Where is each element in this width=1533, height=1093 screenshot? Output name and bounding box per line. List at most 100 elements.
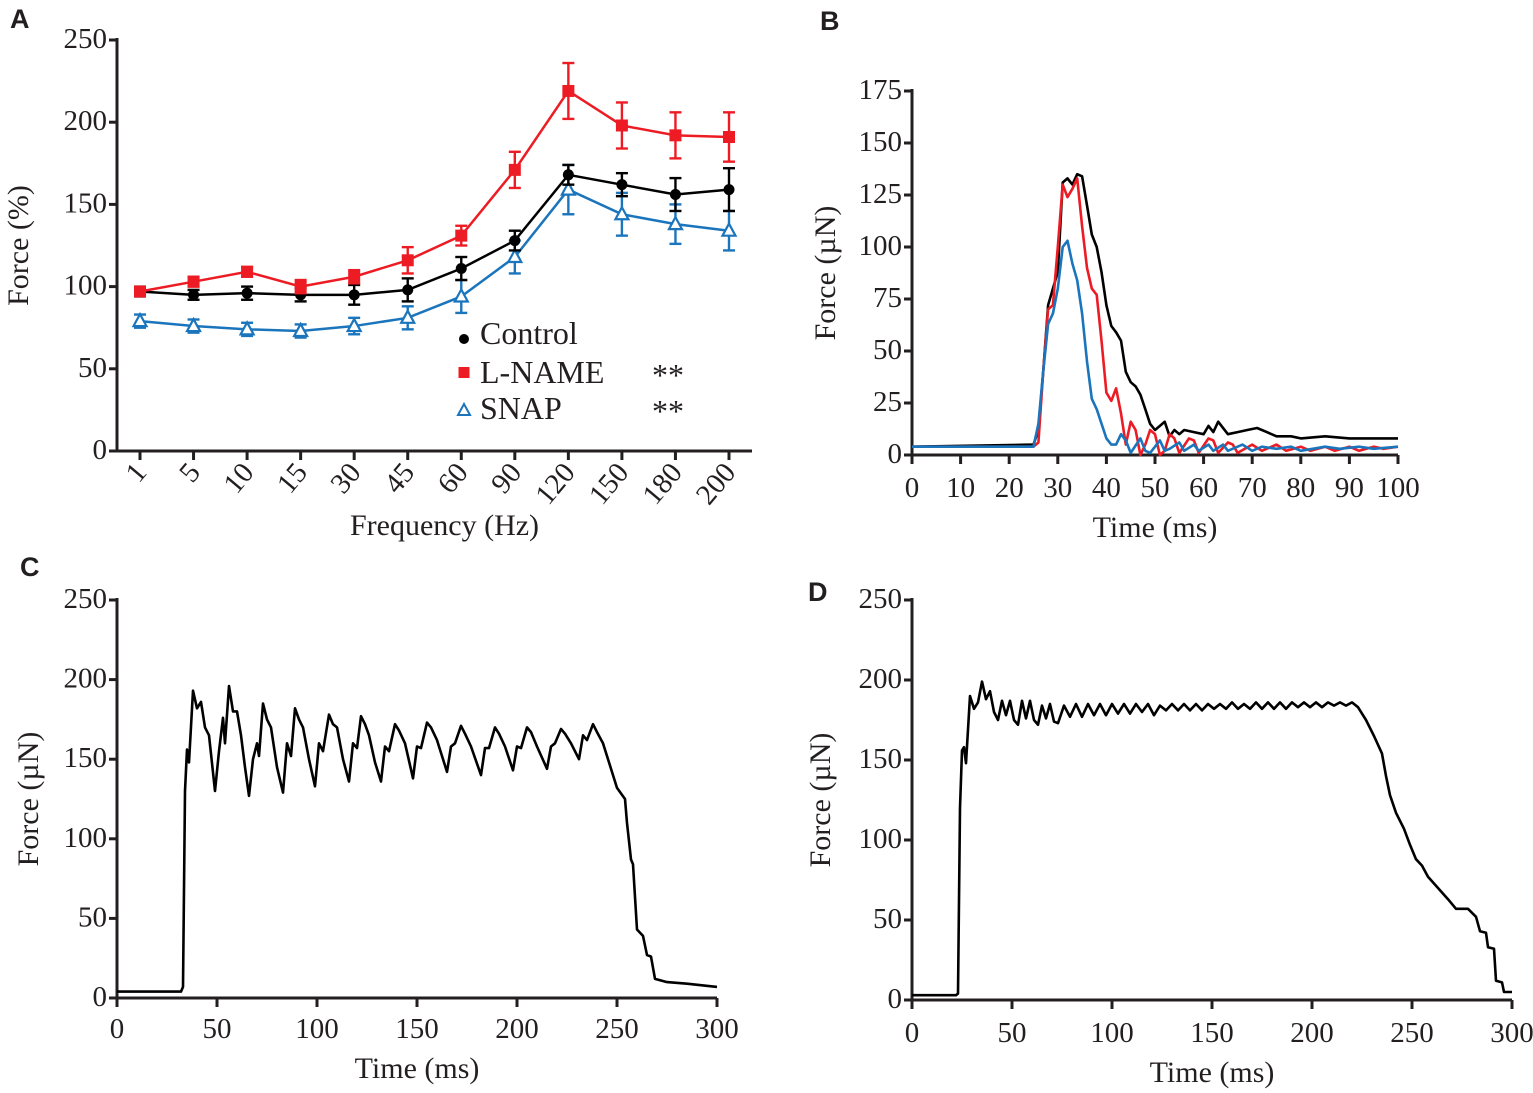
x-tick-label: 70 xyxy=(1238,472,1267,504)
x-tick-label: 250 xyxy=(595,1013,639,1045)
series-snap xyxy=(131,163,738,339)
x-tick-label: 10 xyxy=(217,457,260,500)
data-point xyxy=(720,221,738,237)
y-tick-label: 175 xyxy=(859,74,903,106)
y-tick-label: 200 xyxy=(64,105,108,137)
x-tick-label: 250 xyxy=(1390,1017,1434,1049)
y-axis-title: Force (µN) xyxy=(12,732,45,867)
trace-trace xyxy=(117,684,718,993)
y-tick-label: 50 xyxy=(78,352,107,384)
data-point xyxy=(723,130,735,143)
data-point xyxy=(131,311,149,328)
x-tick-label: 200 xyxy=(1290,1017,1334,1049)
series-line xyxy=(139,89,730,293)
x-tick-label: 180 xyxy=(636,457,688,511)
x-tick-label: 30 xyxy=(324,457,367,500)
data-point xyxy=(560,180,577,196)
y-tick-label: 100 xyxy=(859,823,903,855)
panel-letter: D xyxy=(808,577,828,607)
x-tick-label: 90 xyxy=(485,457,528,500)
y-tick-label: 150 xyxy=(64,187,108,219)
data-point xyxy=(187,275,200,288)
panel-d: D 0 50 100 150 200 250 Force (µN) Time (ms) 0 50 10… xyxy=(804,577,1533,1089)
significance-mark: ** xyxy=(652,357,684,393)
x-tick-label: 90 xyxy=(1335,472,1364,504)
legend-marker-circle xyxy=(459,334,469,344)
legend-marker-triangle xyxy=(456,401,472,416)
x-tick-label: 15 xyxy=(271,457,314,500)
x-axis-title: Time (ms) xyxy=(1150,1056,1275,1089)
data-point xyxy=(669,189,681,201)
x-tick-label: 60 xyxy=(431,457,474,500)
data-point xyxy=(348,270,361,283)
trace-trace xyxy=(912,680,1512,997)
y-tick-label: 50 xyxy=(873,334,902,366)
data-point xyxy=(455,229,468,242)
legend-label: L-NAME xyxy=(480,354,604,390)
y-tick-label: 150 xyxy=(64,742,108,774)
x-tick-label: 50 xyxy=(1141,472,1170,504)
y-tick-label: 200 xyxy=(859,663,903,695)
x-tick-label: 80 xyxy=(1286,472,1315,504)
x-tick-label: 100 xyxy=(295,1013,339,1045)
x-tick-label: 150 xyxy=(1190,1017,1234,1049)
data-point xyxy=(241,287,253,299)
x-tick-label: 45 xyxy=(378,457,421,500)
y-tick-label: 100 xyxy=(64,270,108,302)
data-point xyxy=(238,320,256,336)
y-tick-label: 150 xyxy=(859,743,903,775)
data-point xyxy=(241,265,254,278)
y-tick-label: 250 xyxy=(64,583,108,615)
panel-letter: B xyxy=(820,6,840,36)
x-tick-label: 20 xyxy=(995,472,1024,504)
y-axis-title: Force (µN) xyxy=(809,206,842,341)
x-tick-label: 150 xyxy=(583,457,635,511)
panel-letter: A xyxy=(10,4,30,34)
y-tick-label: 150 xyxy=(859,126,903,158)
legend-item: L-NAME ** xyxy=(458,354,684,393)
data-point xyxy=(455,263,467,275)
trace-snap xyxy=(912,239,1399,455)
data-point xyxy=(292,321,309,338)
series-line xyxy=(139,188,730,333)
x-tick-label: 50 xyxy=(203,1013,232,1045)
series-control xyxy=(134,163,735,306)
x-tick-label: 100 xyxy=(1090,1017,1134,1049)
y-tick-label: 50 xyxy=(873,903,902,935)
x-tick-label: 300 xyxy=(695,1013,739,1045)
data-point xyxy=(613,204,631,221)
data-point xyxy=(294,280,307,293)
data-point xyxy=(509,235,521,247)
data-point xyxy=(348,289,360,301)
data-point xyxy=(562,84,575,97)
data-point xyxy=(134,285,146,298)
data-point xyxy=(452,287,470,303)
y-tick-label: 100 xyxy=(859,230,903,262)
data-point xyxy=(616,179,628,191)
series-line xyxy=(139,173,730,297)
x-axis-title: Time (ms) xyxy=(1093,511,1218,544)
x-tick-label: 200 xyxy=(690,457,742,511)
trace-lname xyxy=(912,177,1399,457)
data-point xyxy=(399,308,417,324)
x-tick-label: 5 xyxy=(173,457,207,489)
y-tick-label: 0 xyxy=(93,434,108,466)
x-axis-title: Time (ms) xyxy=(355,1052,480,1085)
data-point xyxy=(506,247,524,264)
y-tick-label: 50 xyxy=(78,901,107,933)
trace-control xyxy=(911,172,1398,448)
y-tick-label: 200 xyxy=(64,663,108,695)
x-tick-label: 60 xyxy=(1189,472,1218,504)
y-tick-label: 0 xyxy=(93,981,108,1013)
panel-letter: C xyxy=(20,552,40,582)
data-point xyxy=(401,254,414,267)
x-tick-label: 40 xyxy=(1092,472,1121,504)
x-tick-label: 200 xyxy=(495,1013,539,1045)
significance-mark: ** xyxy=(652,393,684,429)
panel-b: B 0 25 50 75 100 125 150 175 Force (µN) Time (ms) 0… xyxy=(809,6,1420,544)
data-point xyxy=(402,284,414,296)
panel-c: C 0 50 100 150 200 250 Force (µN) Time (ms) 0 50 10… xyxy=(12,552,739,1085)
